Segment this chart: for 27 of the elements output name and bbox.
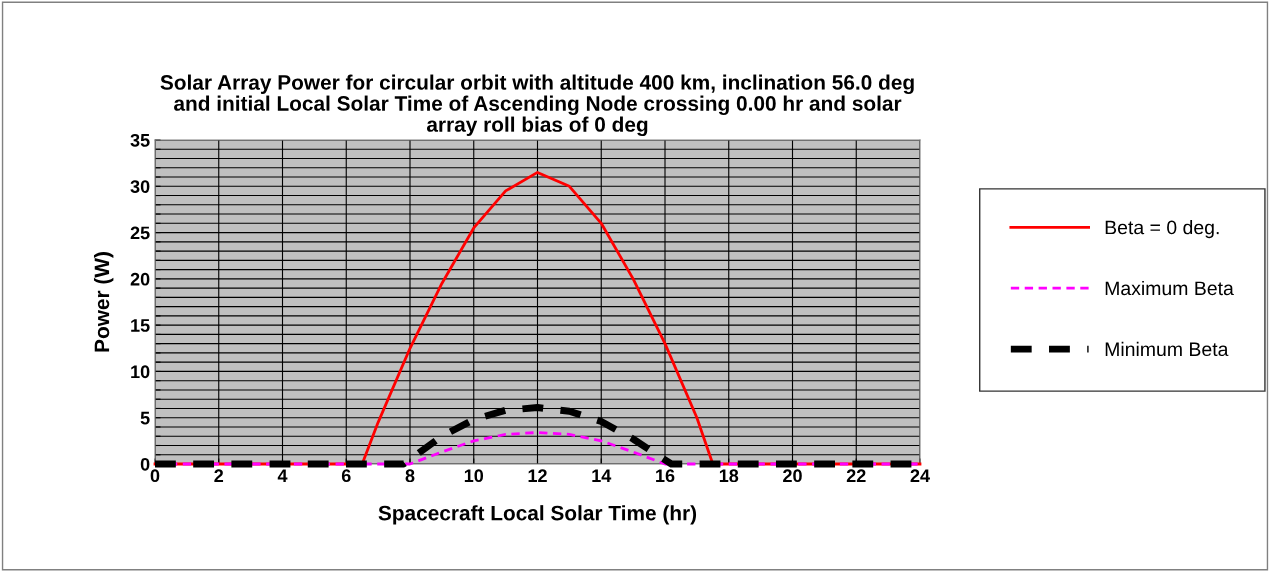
legend-label: Minimum Beta xyxy=(1105,341,1229,357)
x-tick-label: 2 xyxy=(214,469,224,482)
x-tick-label: 12 xyxy=(528,469,547,482)
x-tick-label: 16 xyxy=(656,469,675,483)
legend-label: Beta = 0 deg. xyxy=(1105,220,1219,239)
y-tick-label: 5 xyxy=(140,411,150,425)
x-tick-label: 0 xyxy=(150,469,160,483)
y-tick-label: 20 xyxy=(130,272,150,286)
x-tick-label: 4 xyxy=(277,469,288,482)
x-tick-label: 22 xyxy=(846,469,866,482)
y-axis-title: Power (W) xyxy=(93,252,114,352)
y-tick-label: 25 xyxy=(130,226,150,240)
x-tick-label: 10 xyxy=(464,469,484,483)
x-tick-label: 8 xyxy=(405,469,415,483)
y-tick-label: 35 xyxy=(130,133,150,147)
x-tick-label: 20 xyxy=(783,469,802,483)
y-tick-label: 15 xyxy=(131,319,150,332)
x-tick-label: 6 xyxy=(341,469,351,483)
x-tick-label: 24 xyxy=(910,469,930,482)
chart-title: Solar Array Power for circular orbit with altitude 400 km, inclination 56.0 deg and initial Local Solar Time of Ascending Node crossing 0.00 hr and solar array roll bias of 0 deg xyxy=(160,74,914,137)
y-tick-label: 10 xyxy=(131,365,150,379)
y-tick-label: 30 xyxy=(130,180,150,194)
y-tick-label: 0 xyxy=(140,457,150,471)
x-tick-label: 18 xyxy=(719,469,739,483)
x-tick-label: 14 xyxy=(592,469,612,482)
x-axis-title: Spacecraft Local Solar Time (hr) xyxy=(378,505,697,525)
legend-label: Maximum Beta xyxy=(1105,280,1234,296)
